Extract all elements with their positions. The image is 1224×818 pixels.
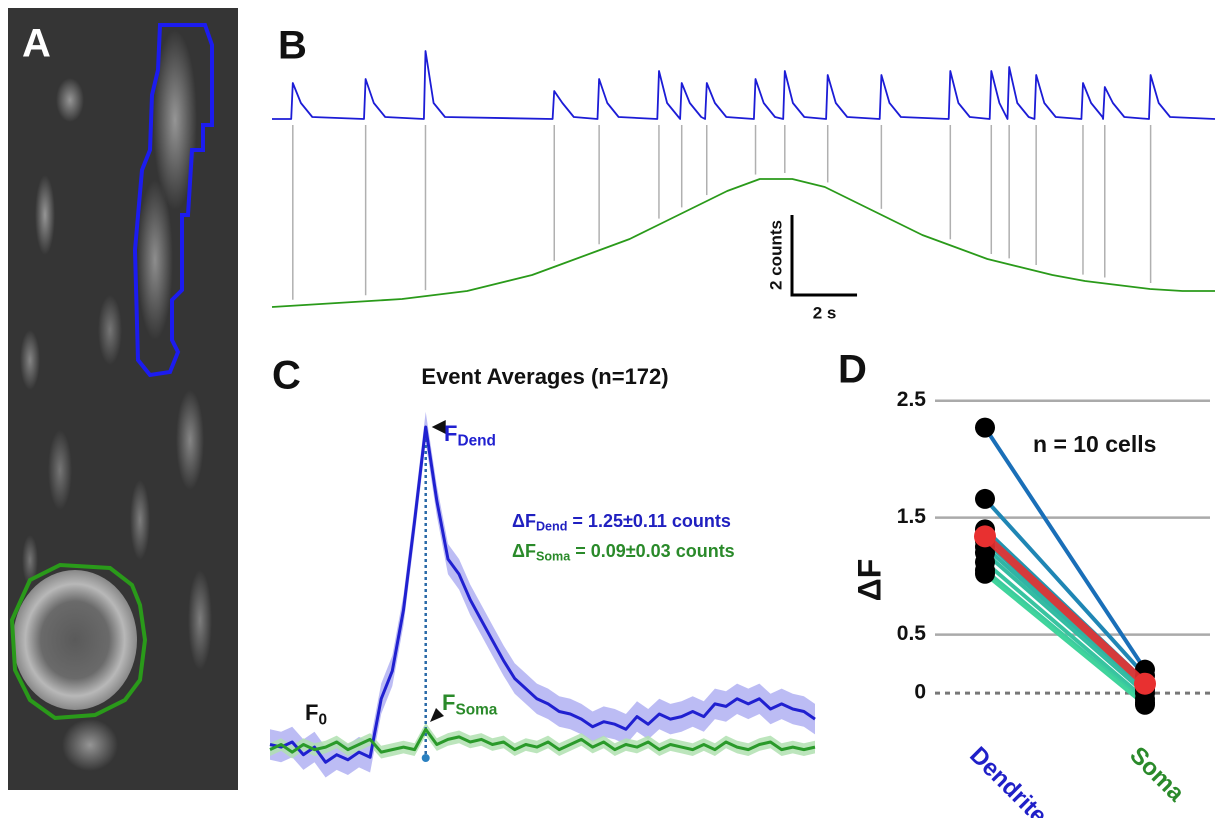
y-tick-label: 0 [914, 681, 926, 704]
panel-label: D [838, 348, 867, 392]
cell-line [983, 551, 1147, 695]
cell-line [983, 545, 1147, 692]
error-band [270, 722, 815, 759]
arrow [431, 420, 446, 435]
cell-line [983, 497, 1147, 677]
error-band [270, 411, 815, 778]
x-tick-label: Dendrites [964, 742, 1061, 818]
event-label-sub: Dend [457, 433, 495, 450]
stat-text-sub: Dend [536, 520, 567, 534]
x-tick-label: Soma [1124, 742, 1190, 808]
y-tick-label: 1.5 [897, 505, 927, 528]
cell-point [975, 563, 995, 584]
scale-bar-label: 2 s [813, 303, 837, 322]
cell-point [975, 417, 995, 438]
mean-point [974, 525, 996, 548]
event-label: FDend [444, 421, 496, 450]
stat-text-main: ΔF [512, 511, 536, 531]
trace [272, 50, 1216, 120]
cell-point [1135, 694, 1155, 715]
stat-text-main: ΔF [512, 541, 536, 561]
panel-label: A [22, 22, 51, 66]
annotation: n = 10 cells [1033, 431, 1156, 457]
event-label: F0 [305, 700, 327, 729]
micrograph [8, 8, 238, 790]
chart-title: Event Averages (n=172) [421, 364, 668, 389]
y-tick-label: 0.5 [897, 622, 927, 645]
cell-point [975, 488, 995, 509]
event-label-sub: 0 [318, 712, 327, 729]
y-axis-label: ΔF [851, 559, 887, 602]
event-label-main: F [305, 700, 318, 725]
average-line [269, 425, 816, 764]
trace [271, 178, 1215, 308]
mean-line [982, 533, 1148, 687]
event-label-sub: Soma [455, 702, 497, 719]
average-line [269, 727, 816, 754]
cell-line [983, 426, 1147, 671]
panel-label: C [272, 354, 301, 398]
cell-line [983, 572, 1147, 707]
peak-dot [421, 754, 430, 762]
stat-text-sub: Soma [536, 550, 571, 564]
stat-text-rest: = 0.09±0.03 counts [570, 541, 734, 561]
mean-point [1134, 672, 1156, 695]
event-label: FSoma [442, 690, 498, 719]
stat-text-rest: = 1.25±0.11 counts [567, 511, 730, 531]
arrow [430, 708, 444, 722]
stat-text: ΔFSoma = 0.09±0.03 counts [512, 541, 735, 564]
panel-label: B [278, 24, 307, 68]
event-label-main: F [442, 690, 455, 715]
cell-line [983, 560, 1147, 701]
y-tick-label: 2.5 [897, 388, 927, 411]
stat-text: ΔFDend = 1.25±0.11 counts [512, 511, 731, 534]
event-label-main: F [444, 421, 457, 446]
scale-bar-label: 2 counts [766, 220, 785, 290]
